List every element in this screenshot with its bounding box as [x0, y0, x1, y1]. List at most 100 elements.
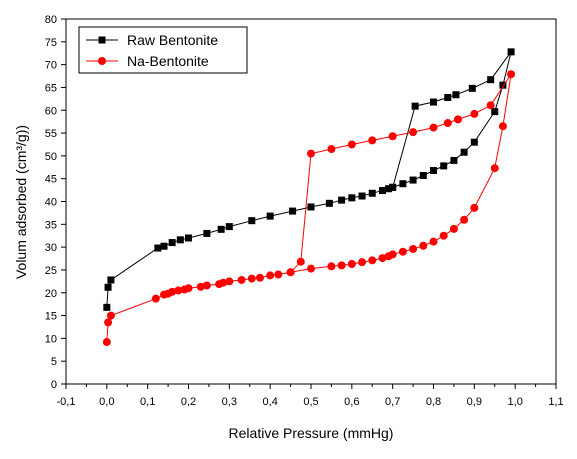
- y-axis-label: Volum adsorbed (cm³/g)): [13, 125, 29, 279]
- data-point: [470, 109, 479, 118]
- data-point: [160, 242, 168, 250]
- legend-marker: [98, 36, 106, 44]
- x-tick-label: 0,1: [140, 396, 155, 408]
- data-point: [168, 287, 177, 296]
- data-point: [409, 244, 418, 253]
- data-point: [409, 176, 417, 184]
- legend-box: [78, 26, 248, 74]
- data-point: [225, 277, 234, 286]
- data-point: [439, 231, 448, 240]
- data-point: [154, 244, 162, 252]
- x-tick-label: 0,2: [181, 396, 196, 408]
- data-point: [358, 258, 367, 267]
- data-point: [347, 260, 356, 269]
- data-point: [203, 229, 211, 237]
- x-tick-label: 0,0: [99, 396, 114, 408]
- data-point: [499, 81, 507, 89]
- data-point: [409, 128, 418, 137]
- y-tick-label: 55: [45, 128, 57, 140]
- data-point: [174, 286, 183, 295]
- data-point: [429, 237, 438, 246]
- y-tick-label: 80: [45, 14, 57, 26]
- data-point: [419, 171, 427, 179]
- data-point: [217, 225, 225, 233]
- data-point: [460, 148, 468, 156]
- data-point: [266, 271, 275, 280]
- x-tick-label: 0,9: [467, 396, 482, 408]
- data-point: [185, 234, 192, 242]
- data-point: [470, 138, 478, 146]
- data-point: [248, 217, 256, 225]
- data-point: [151, 294, 160, 303]
- y-tick-label: 0: [51, 379, 57, 391]
- data-point: [378, 187, 386, 195]
- data-point: [454, 115, 462, 124]
- data-point: [286, 268, 295, 277]
- data-point: [490, 164, 499, 173]
- data-point: [388, 132, 397, 141]
- y-tick-label: 60: [45, 105, 57, 117]
- data-point: [103, 303, 111, 311]
- x-tick-label: 0,7: [385, 396, 400, 408]
- data-point: [385, 185, 393, 193]
- data-point: [399, 180, 407, 188]
- data-point: [430, 166, 437, 174]
- data-point: [498, 122, 507, 131]
- data-point: [296, 257, 305, 266]
- data-point: [378, 254, 387, 263]
- data-point: [338, 196, 346, 204]
- y-tick-label: 30: [45, 242, 57, 254]
- data-point: [102, 338, 111, 347]
- x-tick-label: 1,0: [508, 396, 523, 408]
- data-point: [368, 189, 376, 197]
- data-point: [460, 215, 469, 224]
- data-point: [389, 183, 397, 191]
- y-tick-label: 75: [45, 37, 57, 49]
- data-point: [104, 318, 113, 327]
- axes-layer: -0,1 0,0 0,1 0,2 0,3 0,4 0,5 0,6 0,7 0,8 0,9 1,0 1,1…: [45, 14, 564, 408]
- x-tick-label: 0,4: [263, 396, 278, 408]
- x-tick-label: 1,1: [548, 396, 563, 408]
- x-tick-label: 0,3: [222, 396, 237, 408]
- data-point: [106, 311, 115, 320]
- series-layer: [102, 48, 516, 347]
- data-point: [104, 283, 112, 291]
- data-point: [487, 76, 495, 84]
- series-raw-bentonite: [103, 48, 515, 311]
- data-point: [347, 140, 356, 149]
- plot-frame: [65, 18, 557, 385]
- data-point: [507, 70, 516, 79]
- data-point: [307, 149, 315, 158]
- data-point: [444, 93, 452, 101]
- y-tick-label: 10: [45, 333, 57, 345]
- data-point: [255, 273, 264, 282]
- data-point: [450, 156, 458, 164]
- data-point: [184, 284, 193, 293]
- data-point: [430, 98, 437, 106]
- data-point: [107, 276, 115, 284]
- data-point: [307, 203, 315, 211]
- data-point: [307, 264, 315, 273]
- data-point: [452, 91, 460, 99]
- y-tick-label: 65: [45, 82, 57, 94]
- series-na-bentonite: [102, 70, 516, 347]
- data-point: [337, 261, 346, 270]
- legend-label: Raw Bentonite: [127, 32, 218, 48]
- data-point: [327, 262, 336, 271]
- y-tick-label: 70: [45, 60, 57, 72]
- data-point: [470, 203, 479, 212]
- data-point: [289, 207, 297, 215]
- y-tick-label: 35: [45, 219, 57, 231]
- data-point: [237, 275, 246, 284]
- data-point: [468, 84, 476, 92]
- data-point: [168, 239, 176, 247]
- y-tick-label: 20: [45, 288, 57, 300]
- data-point: [196, 282, 205, 291]
- x-tick-label: -0,1: [57, 396, 76, 408]
- data-point: [388, 250, 397, 259]
- data-point: [225, 223, 233, 231]
- data-point: [358, 192, 366, 200]
- data-point: [429, 123, 438, 132]
- legend-label: Na-Bentonite: [127, 53, 209, 69]
